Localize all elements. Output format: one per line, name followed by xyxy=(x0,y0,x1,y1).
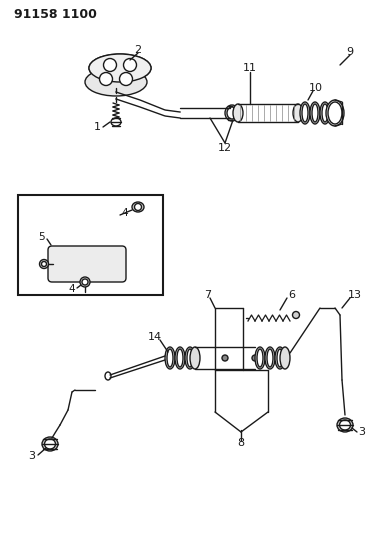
Ellipse shape xyxy=(225,105,239,121)
Ellipse shape xyxy=(89,54,151,82)
Ellipse shape xyxy=(267,349,273,367)
Text: 11: 11 xyxy=(243,63,257,73)
Ellipse shape xyxy=(82,279,88,285)
Ellipse shape xyxy=(280,347,290,369)
Ellipse shape xyxy=(111,118,121,126)
Ellipse shape xyxy=(328,102,342,124)
FancyBboxPatch shape xyxy=(48,246,126,282)
Ellipse shape xyxy=(177,349,183,367)
Ellipse shape xyxy=(257,349,263,367)
Ellipse shape xyxy=(185,347,195,369)
Text: 3: 3 xyxy=(359,427,365,437)
Ellipse shape xyxy=(85,68,147,96)
Ellipse shape xyxy=(120,72,132,85)
Ellipse shape xyxy=(293,104,303,122)
Ellipse shape xyxy=(100,72,113,85)
Ellipse shape xyxy=(326,100,344,126)
Ellipse shape xyxy=(339,420,350,430)
Ellipse shape xyxy=(80,277,90,287)
Ellipse shape xyxy=(190,347,200,369)
Text: 14: 14 xyxy=(148,332,162,342)
Ellipse shape xyxy=(265,347,275,369)
Ellipse shape xyxy=(40,260,49,269)
Ellipse shape xyxy=(322,104,328,122)
Ellipse shape xyxy=(275,347,285,369)
Text: 12: 12 xyxy=(218,143,232,153)
Ellipse shape xyxy=(167,349,173,367)
Text: 8: 8 xyxy=(238,438,245,448)
Ellipse shape xyxy=(45,439,56,449)
Ellipse shape xyxy=(252,355,258,361)
Ellipse shape xyxy=(89,54,151,82)
Ellipse shape xyxy=(222,355,228,361)
Ellipse shape xyxy=(312,104,318,122)
Ellipse shape xyxy=(300,102,310,124)
Text: 2: 2 xyxy=(134,45,142,55)
Text: 7: 7 xyxy=(205,290,212,300)
Bar xyxy=(18,195,163,295)
Ellipse shape xyxy=(165,347,175,369)
Ellipse shape xyxy=(302,104,308,122)
Ellipse shape xyxy=(134,204,142,211)
Text: 6: 6 xyxy=(289,290,296,300)
Text: 1: 1 xyxy=(94,122,100,132)
Ellipse shape xyxy=(42,437,58,451)
Text: 91158 1100: 91158 1100 xyxy=(14,9,97,21)
Ellipse shape xyxy=(132,202,144,212)
Text: 13: 13 xyxy=(348,290,362,300)
Text: 4: 4 xyxy=(122,208,128,218)
Ellipse shape xyxy=(337,418,353,432)
Ellipse shape xyxy=(187,349,193,367)
Ellipse shape xyxy=(233,104,243,122)
Ellipse shape xyxy=(103,59,116,71)
Ellipse shape xyxy=(123,59,136,71)
Text: 9: 9 xyxy=(347,47,354,57)
Text: 4: 4 xyxy=(69,284,75,294)
Ellipse shape xyxy=(175,347,185,369)
Ellipse shape xyxy=(227,107,237,119)
Ellipse shape xyxy=(320,102,330,124)
Ellipse shape xyxy=(42,262,47,266)
Ellipse shape xyxy=(255,347,265,369)
Text: 3: 3 xyxy=(29,451,36,461)
Text: 5: 5 xyxy=(39,232,45,242)
Ellipse shape xyxy=(277,349,283,367)
Ellipse shape xyxy=(105,372,111,380)
Text: 10: 10 xyxy=(309,83,323,93)
Ellipse shape xyxy=(292,311,299,319)
Ellipse shape xyxy=(310,102,320,124)
